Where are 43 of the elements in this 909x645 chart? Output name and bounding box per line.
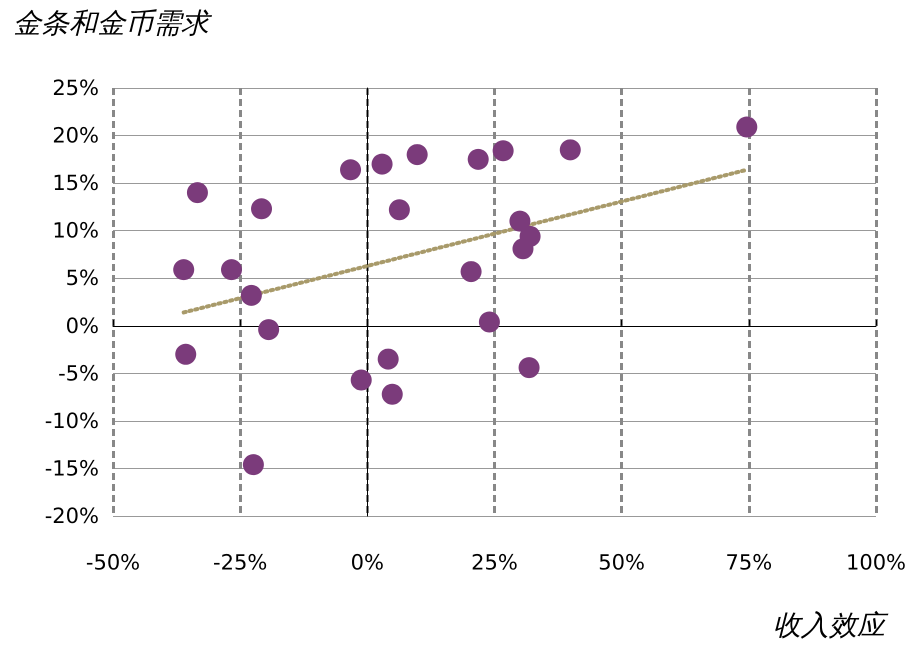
x-tick-label: -50% [86,550,140,574]
y-tick-label: -5% [58,361,99,386]
point [382,384,403,405]
point [478,311,500,332]
x-tick-label: 0% [350,550,384,574]
x-tick-label: 75% [725,550,772,574]
chart-title: 金条和金币需求 [13,6,213,40]
y-tick-label: 20% [52,124,99,148]
point [388,199,410,220]
point [736,116,758,138]
y-tick-label: -15% [44,456,99,480]
point [242,454,264,476]
x-tick-label: 25% [471,550,518,574]
point [340,159,362,180]
point [492,140,514,162]
y-tick-label: 5% [66,266,99,290]
y-tick-label: 10% [52,218,99,243]
point [468,148,489,170]
x-tick-label: 100% [846,550,906,574]
x-tick-label: 50% [598,550,645,574]
point [251,198,272,220]
point [258,319,280,340]
y-tick-label: -10% [44,408,99,433]
point [350,369,372,390]
point [378,348,399,370]
point [560,139,581,160]
y-tick-label: 15% [52,171,99,196]
point [240,284,262,306]
point [173,259,194,280]
point [186,182,208,204]
y-tick-label: 25% [52,76,99,100]
point [221,259,242,280]
point [372,154,393,175]
point [509,210,530,232]
point [460,261,482,282]
x-axis-title: 收入效应 [773,608,889,642]
point [406,144,428,166]
point [175,344,196,365]
point [518,357,540,378]
y-tick-label: 0% [66,314,99,338]
x-tick-label: -25% [213,550,268,574]
y-tick-label: -20% [44,504,99,528]
point [512,238,534,260]
